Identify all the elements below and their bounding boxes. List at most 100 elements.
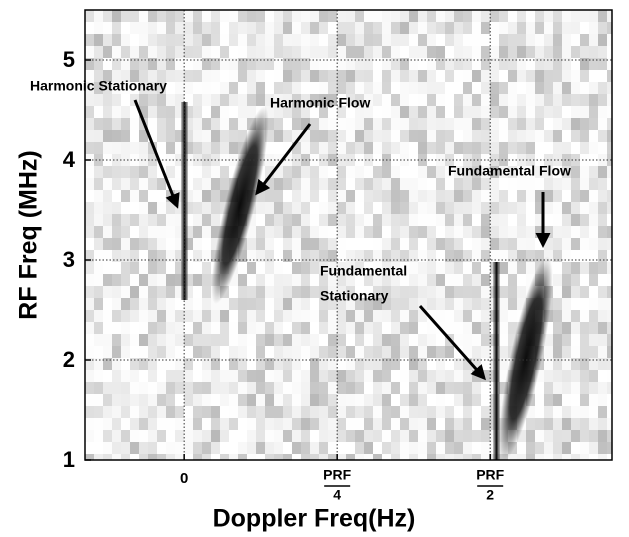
- noise-cell: [121, 250, 130, 262]
- noise-cell: [535, 370, 544, 382]
- noise-cell: [481, 322, 490, 334]
- y-tick-label: 3: [63, 247, 75, 272]
- noise-cell: [148, 94, 157, 106]
- noise-cell: [265, 430, 274, 442]
- noise-cell: [373, 154, 382, 166]
- noise-cell: [301, 190, 310, 202]
- noise-cell: [346, 82, 355, 94]
- noise-cell: [427, 22, 436, 34]
- noise-cell: [589, 118, 598, 130]
- noise-cell: [481, 346, 490, 358]
- noise-cell: [598, 10, 607, 22]
- noise-cell: [157, 310, 166, 322]
- noise-cell: [535, 250, 544, 262]
- noise-cell: [571, 106, 580, 118]
- noise-cell: [256, 394, 265, 406]
- noise-cell: [427, 238, 436, 250]
- noise-cell: [508, 22, 517, 34]
- noise-cell: [472, 226, 481, 238]
- noise-cell: [499, 214, 508, 226]
- noise-cell: [373, 34, 382, 46]
- noise-cell: [337, 298, 346, 310]
- noise-cell: [562, 334, 571, 346]
- noise-cell: [85, 46, 94, 58]
- noise-cell: [472, 178, 481, 190]
- noise-cell: [373, 394, 382, 406]
- noise-cell: [553, 274, 562, 286]
- noise-cell: [103, 442, 112, 454]
- noise-cell: [517, 106, 526, 118]
- noise-cell: [409, 130, 418, 142]
- noise-cell: [103, 286, 112, 298]
- noise-cell: [373, 82, 382, 94]
- noise-cell: [193, 358, 202, 370]
- noise-cell: [274, 262, 283, 274]
- noise-cell: [121, 298, 130, 310]
- noise-cell: [130, 250, 139, 262]
- noise-cell: [481, 190, 490, 202]
- noise-cell: [139, 286, 148, 298]
- noise-cell: [193, 406, 202, 418]
- noise-cell: [580, 34, 589, 46]
- noise-cell: [463, 358, 472, 370]
- noise-cell: [409, 190, 418, 202]
- noise-cell: [418, 94, 427, 106]
- noise-cell: [400, 10, 409, 22]
- noise-cell: [175, 58, 184, 70]
- noise-cell: [355, 70, 364, 82]
- noise-cell: [436, 286, 445, 298]
- noise-cell: [508, 310, 517, 322]
- noise-cell: [355, 370, 364, 382]
- noise-cell: [265, 34, 274, 46]
- noise-cell: [427, 82, 436, 94]
- noise-cell: [94, 334, 103, 346]
- noise-cell: [184, 70, 193, 82]
- noise-cell: [445, 190, 454, 202]
- noise-cell: [94, 46, 103, 58]
- noise-cell: [373, 22, 382, 34]
- noise-cell: [166, 274, 175, 286]
- noise-cell: [580, 154, 589, 166]
- noise-cell: [319, 70, 328, 82]
- noise-cell: [157, 10, 166, 22]
- noise-cell: [157, 454, 166, 460]
- noise-cell: [418, 70, 427, 82]
- noise-cell: [355, 82, 364, 94]
- noise-cell: [517, 298, 526, 310]
- noise-cell: [409, 274, 418, 286]
- noise-cell: [328, 58, 337, 70]
- noise-cell: [418, 82, 427, 94]
- noise-cell: [328, 238, 337, 250]
- noise-cell: [283, 178, 292, 190]
- noise-cell: [517, 82, 526, 94]
- noise-cell: [310, 202, 319, 214]
- noise-cell: [436, 190, 445, 202]
- noise-cell: [391, 286, 400, 298]
- noise-cell: [508, 178, 517, 190]
- noise-cell: [328, 334, 337, 346]
- noise-cell: [517, 202, 526, 214]
- noise-cell: [418, 346, 427, 358]
- noise-cell: [607, 154, 612, 166]
- noise-cell: [94, 190, 103, 202]
- noise-cell: [166, 394, 175, 406]
- noise-cell: [85, 454, 94, 460]
- noise-cell: [544, 454, 553, 460]
- noise-cell: [175, 214, 184, 226]
- noise-cell: [337, 418, 346, 430]
- noise-cell: [175, 406, 184, 418]
- noise-cell: [580, 406, 589, 418]
- noise-cell: [112, 286, 121, 298]
- noise-cell: [517, 454, 526, 460]
- noise-cell: [589, 166, 598, 178]
- noise-cell: [472, 310, 481, 322]
- noise-cell: [508, 70, 517, 82]
- noise-cell: [589, 214, 598, 226]
- noise-cell: [427, 382, 436, 394]
- noise-cell: [148, 226, 157, 238]
- noise-cell: [256, 226, 265, 238]
- noise-cell: [274, 310, 283, 322]
- noise-cell: [94, 94, 103, 106]
- noise-cell: [418, 442, 427, 454]
- noise-cell: [220, 82, 229, 94]
